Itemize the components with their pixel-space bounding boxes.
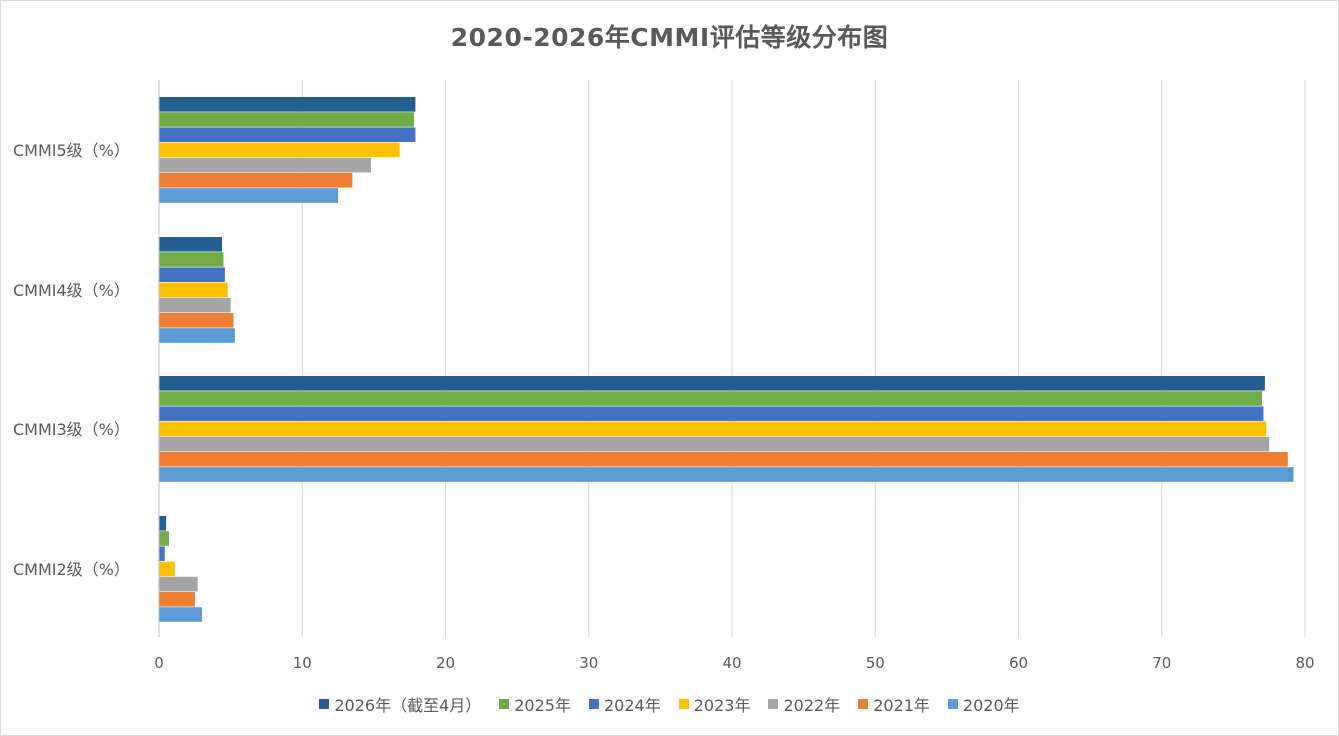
bar [159,173,353,188]
x-tick-label: 0 [154,654,164,672]
x-tick-label: 70 [1152,654,1171,672]
bar [159,297,231,313]
bar [159,546,165,561]
x-tick-label: 50 [866,654,885,672]
category-label: CMMI4级（%） [13,281,130,300]
x-tick-label: 20 [436,654,455,672]
bar [159,97,416,112]
category-label: CMMI5级（%） [13,141,130,160]
bar [159,607,202,622]
legend-swatch [588,699,599,709]
legend-label: 2024年 [603,696,661,715]
legend-item: 2022年 [768,692,840,716]
bar [159,376,1265,391]
legend-swatch [319,699,330,709]
legend-swatch [499,699,510,709]
bar [159,576,198,592]
legend-swatch [947,699,958,709]
bar [159,531,170,546]
bar [159,516,167,531]
legend-label: 2023年 [693,696,751,715]
legend-swatch [678,699,689,709]
bar [159,267,225,282]
legend-label: 2021年 [873,696,930,715]
legend-label: 2022年 [783,696,841,715]
legend-item: 2020年 [947,692,1020,716]
bar [159,391,1263,406]
bar [159,406,1264,421]
bar [159,592,195,607]
bar [159,142,400,158]
bar [159,112,414,127]
x-tick-label: 30 [579,654,598,672]
bar [159,157,372,173]
x-tick-label: 80 [1295,654,1314,672]
legend-item: 2025年 [499,692,571,716]
bar [159,561,175,577]
legend-item: 2026年（截至4月） [319,692,481,716]
bar [159,313,234,328]
legend-swatch [858,699,869,709]
bar [159,467,1294,482]
legend-label: 2025年 [514,696,571,715]
x-tick-label: 60 [1009,654,1028,672]
legend-swatch [768,699,779,709]
legend-item: 2023年 [678,692,751,716]
bar [159,421,1267,437]
bar [159,328,235,343]
legend-label: 2020年 [962,696,1020,715]
bar [159,282,228,298]
bar [159,452,1288,467]
x-tick-label: 40 [722,654,741,672]
category-label: CMMI2级（%） [13,560,130,579]
legend-item: 2024年 [588,692,661,716]
bar [159,252,224,267]
chart-title: 2020-2026年CMMI评估等级分布图 [450,23,889,52]
bar [159,127,416,142]
bar [159,188,339,203]
bar [159,237,223,252]
legend-item: 2021年 [858,692,930,716]
legend-label: 2026年（截至4月） [334,696,482,715]
bar [159,436,1270,452]
x-tick-label: 10 [293,654,312,672]
legend: 2026年（截至4月） 2025年 2024年 2023年 2022年 2021年 2020… [0,692,1339,716]
category-label: CMMI3级（%） [13,420,130,439]
